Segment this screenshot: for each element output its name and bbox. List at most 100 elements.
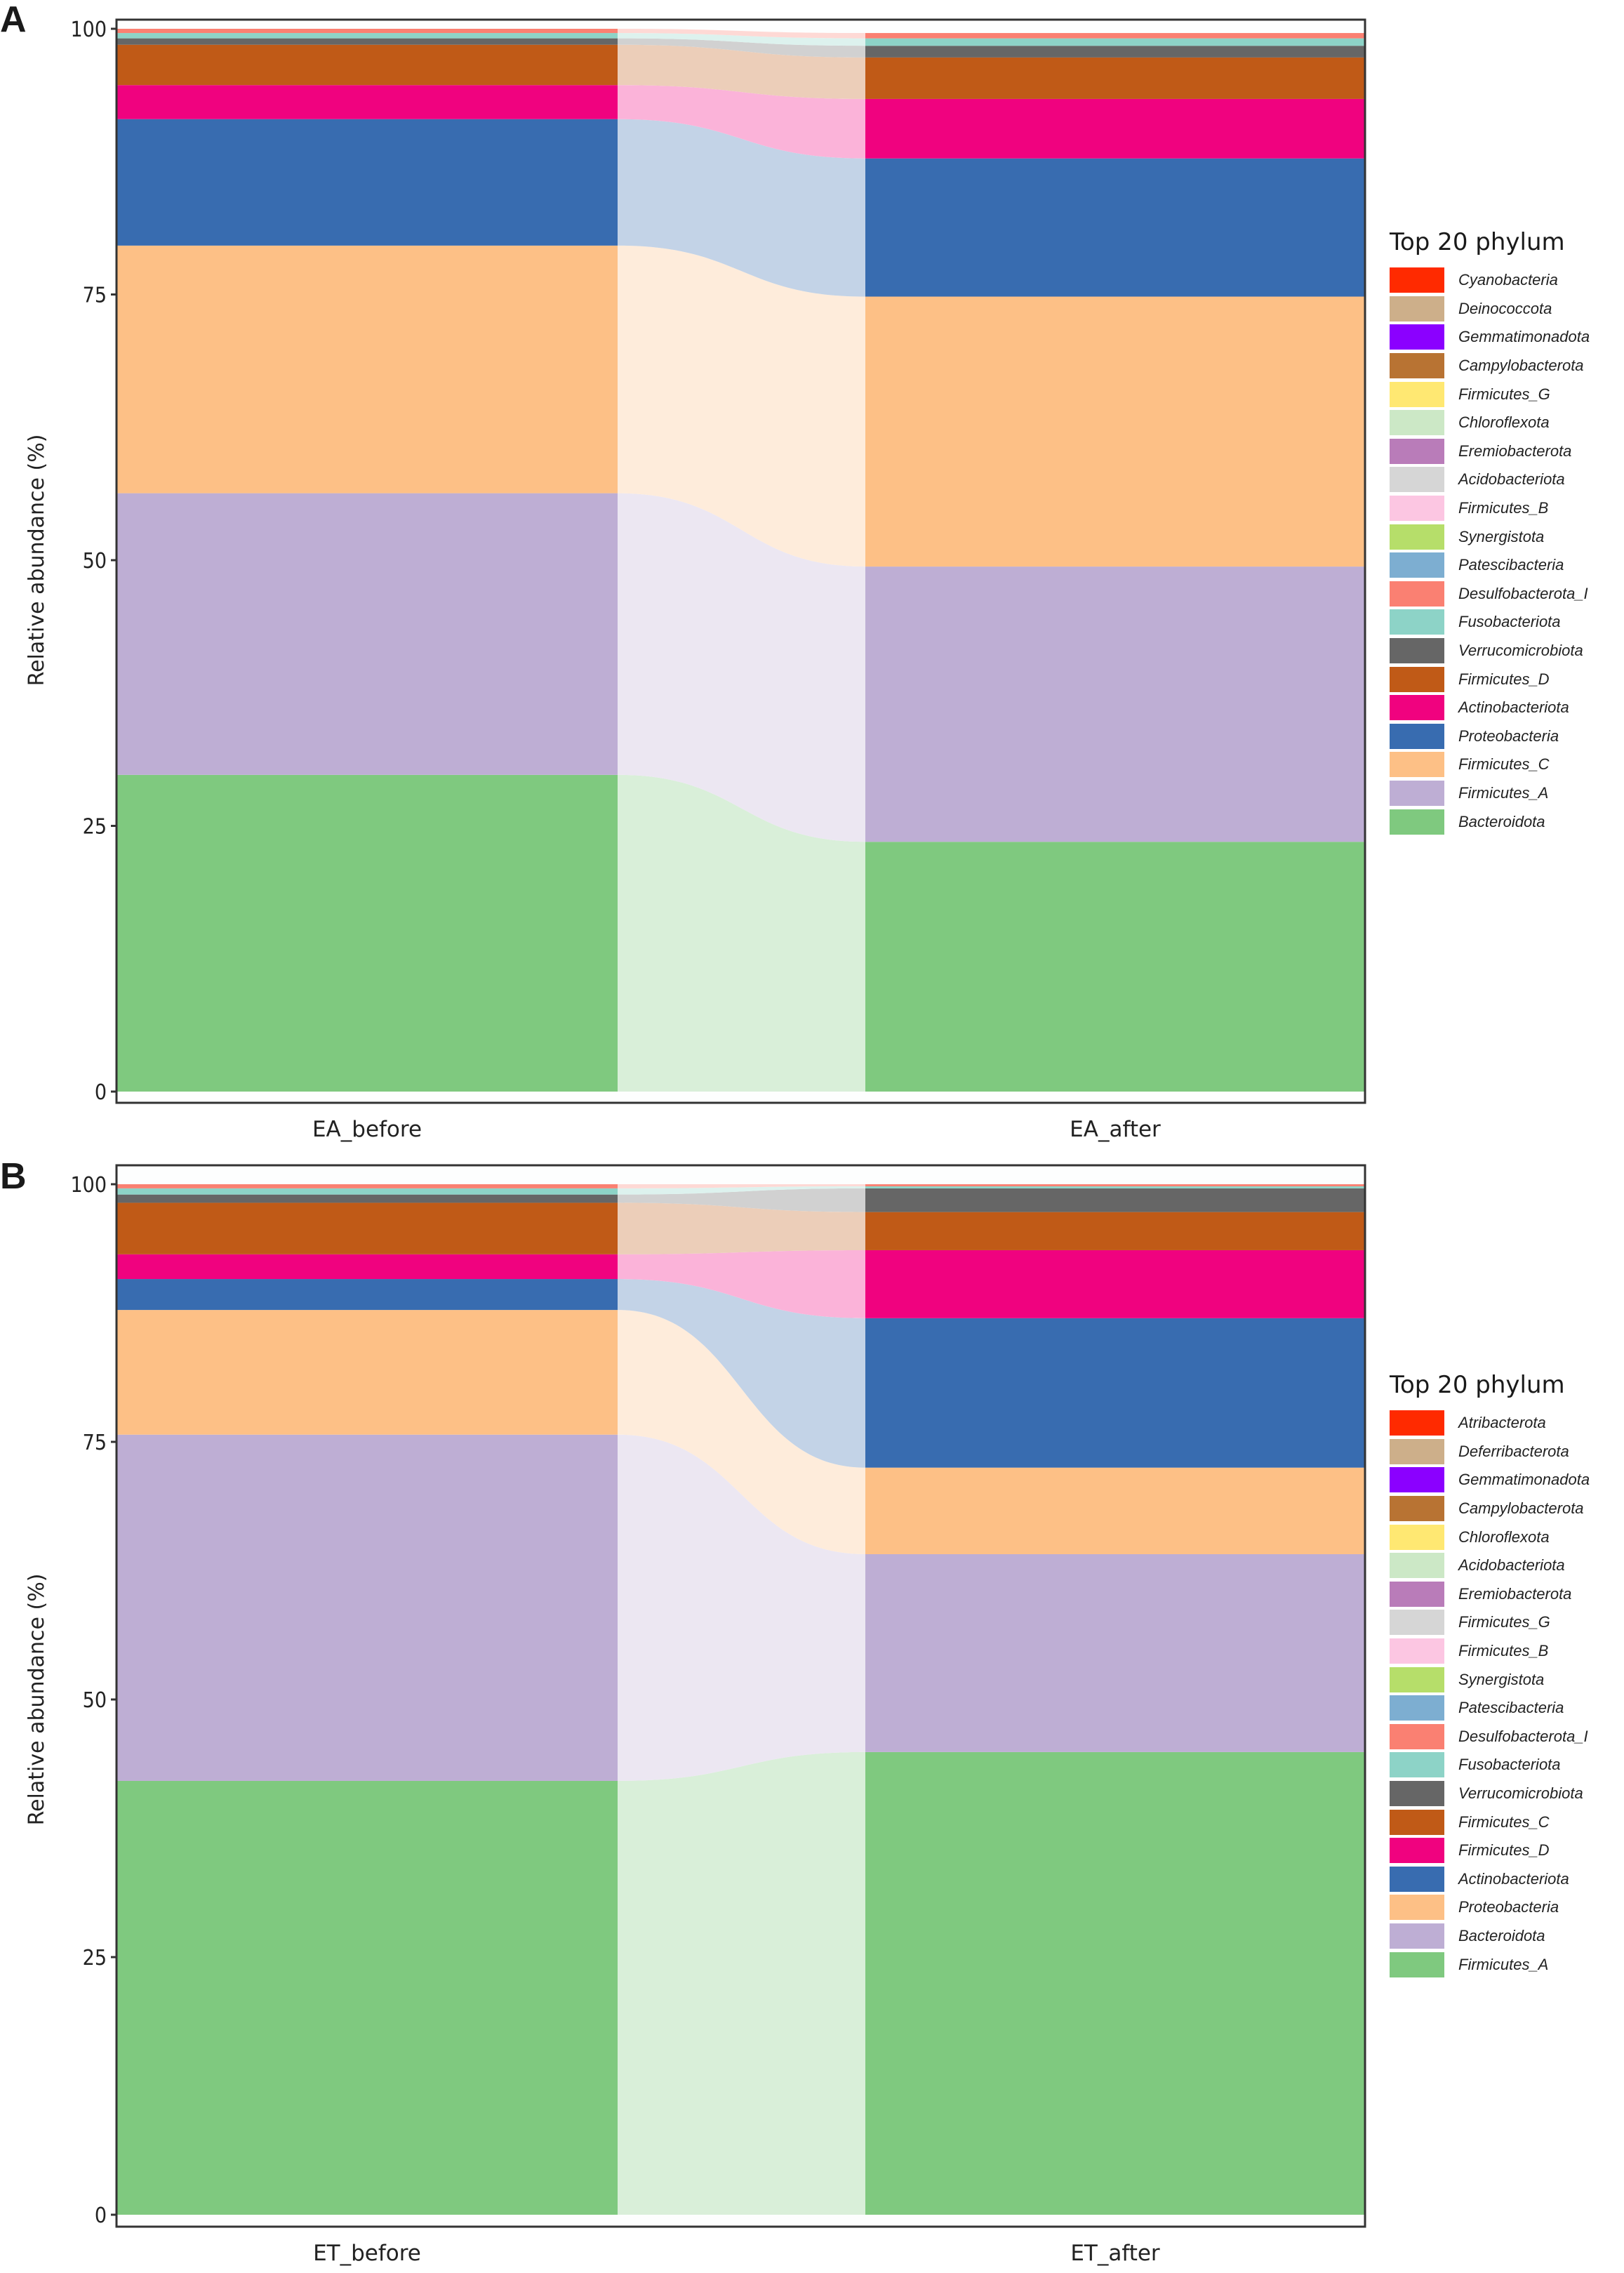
bar-segment-ea-before-actinobacteriota <box>117 85 618 119</box>
legend-label: Firmicutes_A <box>1458 1955 1549 1973</box>
legend-swatch <box>1390 410 1444 436</box>
legend-swatch <box>1390 1438 1444 1464</box>
bar-segment-et-after-firmicutes-d <box>865 1250 1365 1318</box>
legend-item-firmicutes-c: Firmicutes_C <box>1390 750 1590 779</box>
bar-segment-et-before-bacteroidota <box>117 1434 618 1781</box>
legend-item-patescibacteria: Patescibacteria <box>1390 551 1590 580</box>
legend-label: Synergistota <box>1458 1670 1545 1688</box>
panel-a: A 0 25 50 75 100 Relative abundance (%) EA_bef… <box>0 0 1590 1142</box>
legend-label: Proteobacteria <box>1458 1898 1559 1916</box>
bar-segment-ea-after-firmicutes-c <box>865 296 1365 567</box>
y-tick-label: 75 <box>83 284 107 308</box>
legend-item-fusobacteriota: Fusobacteriota <box>1390 608 1590 637</box>
bar-segment-ea-after-firmicutes-d <box>865 57 1365 99</box>
legend-label: Verrucomicrobiota <box>1458 1784 1583 1803</box>
bar-segment-ea-before-fusobacteriota <box>117 33 618 39</box>
legend-item-campylobacterota: Campylobacterota <box>1390 352 1590 380</box>
bar-segment-ea-before-bacteroidota <box>117 774 618 1092</box>
flow-firmicutes-a <box>618 1751 865 2215</box>
legend-swatch <box>1390 353 1444 379</box>
legend-item-synergistota: Synergistota <box>1390 1665 1590 1694</box>
legend-item-desulfobacterota-i: Desulfobacterota_I <box>1390 580 1590 609</box>
legend-label: Desulfobacterota_I <box>1458 584 1588 602</box>
legend-label: Synergistota <box>1458 527 1545 545</box>
bar-segment-et-after-verrucomicrobiota <box>865 1188 1365 1212</box>
legend-swatch <box>1390 809 1444 835</box>
legend-item-firmicutes-b: Firmicutes_B <box>1390 1637 1590 1666</box>
legend-label: Firmicutes_B <box>1458 1642 1549 1660</box>
legend-swatch <box>1390 695 1444 721</box>
legend-swatch <box>1390 1496 1444 1522</box>
bar-segment-et-before-firmicutes-a <box>117 1780 618 2215</box>
legend-label: Firmicutes_G <box>1458 1613 1550 1631</box>
legend-item-deferribacterota: Deferribacterota <box>1390 1438 1590 1466</box>
legend-item-verrucomicrobiota: Verrucomicrobiota <box>1390 1780 1590 1808</box>
bar-segment-ea-after-fusobacteriota <box>865 38 1365 46</box>
alluvial-chart-b: 0 25 50 75 100 Relative abundance (%) ET_befor… <box>25 1164 1366 2266</box>
bar-segment-et-after-desulfobacterota-i <box>865 1184 1365 1186</box>
legend-label: Bacteroidota <box>1458 1926 1545 1944</box>
legend-item-bacteroidota: Bacteroidota <box>1390 1922 1590 1951</box>
legend-swatch <box>1390 1809 1444 1835</box>
legend-item-campylobacterota: Campylobacterota <box>1390 1495 1590 1523</box>
panel-letter-a: A <box>0 0 27 40</box>
legend-label: Firmicutes_B <box>1458 499 1549 517</box>
bar-segment-ea-after-desulfobacterota-i <box>865 33 1365 39</box>
legend-item-firmicutes-d: Firmicutes_D <box>1390 665 1590 694</box>
legend-swatch <box>1390 752 1444 778</box>
legend-item-cyanobacteria: Cyanobacteria <box>1390 266 1590 295</box>
legend-item-fusobacteriota: Fusobacteriota <box>1390 1751 1590 1780</box>
legend-label: Fusobacteriota <box>1458 1756 1561 1774</box>
legend-label: Atribacterota <box>1458 1414 1546 1432</box>
legend-label: Acidobacteriota <box>1458 470 1565 489</box>
y-tick-label: 25 <box>83 815 107 840</box>
legend-item-gemmatimonadota: Gemmatimonadota <box>1390 323 1590 352</box>
panel-b: B 0 25 50 75 100 Relative abundance (%) ET_bef… <box>0 1137 1624 2273</box>
x-tick-label: ET_after <box>1070 2241 1160 2266</box>
legend-swatch <box>1390 1638 1444 1664</box>
legend-item-chloroflexota: Chloroflexota <box>1390 409 1590 437</box>
legend-label: Cyanobacteria <box>1458 271 1558 289</box>
legend-item-firmicutes-b: Firmicutes_B <box>1390 494 1590 523</box>
bar-segment-ea-before-verrucomicrobiota <box>117 38 618 45</box>
bar-segment-et-before-fusobacteriota <box>117 1188 618 1195</box>
legend-label: Proteobacteria <box>1458 727 1559 745</box>
legend-label: Bacteroidota <box>1458 812 1545 830</box>
y-tick-label: 0 <box>95 1080 107 1105</box>
bar-segment-ea-before-desulfobacterota-i <box>117 29 618 34</box>
legend-swatch <box>1390 296 1444 322</box>
legend-label: Campylobacterota <box>1458 1499 1584 1518</box>
legend-label: Firmicutes_G <box>1458 385 1550 403</box>
legend-swatch <box>1390 267 1444 293</box>
legend-label: Firmicutes_C <box>1458 755 1550 774</box>
legend-label: Campylobacterota <box>1458 357 1584 375</box>
legend-label: Acidobacteriota <box>1458 1556 1565 1575</box>
y-tick-label: 50 <box>83 549 107 574</box>
legend-swatch <box>1390 1467 1444 1493</box>
flow-firmicutes-a <box>618 493 865 842</box>
legend-item-deinococcota: Deinococcota <box>1390 295 1590 324</box>
bar-segment-et-before-actinobacteriota <box>117 1279 618 1311</box>
legend-swatch <box>1390 1923 1444 1949</box>
legend-item-firmicutes-g: Firmicutes_G <box>1390 1608 1590 1637</box>
legend-swatch <box>1390 1723 1444 1749</box>
flow-bacteroidota <box>618 774 865 1092</box>
legend-item-acidobacteriota: Acidobacteriota <box>1390 465 1590 494</box>
bar-segment-ea-before-firmicutes-d <box>117 44 618 86</box>
bar-segment-ea-after-firmicutes-a <box>865 566 1365 842</box>
y-tick-label: 75 <box>83 1431 107 1455</box>
legend-swatch <box>1390 1866 1444 1892</box>
flow-desulfobacterota-i <box>618 1184 865 1188</box>
legend-label: Firmicutes_C <box>1458 1813 1550 1831</box>
x-tick-label: EA_before <box>312 1117 422 1142</box>
legend-item-desulfobacterota-i: Desulfobacterota_I <box>1390 1723 1590 1751</box>
legend-item-proteobacteria: Proteobacteria <box>1390 1893 1590 1922</box>
y-tick-label: 100 <box>70 1173 107 1198</box>
legend-item-actinobacteriota: Actinobacteriota <box>1390 1865 1590 1894</box>
legend-item-patescibacteria: Patescibacteria <box>1390 1694 1590 1723</box>
legend-label: Desulfobacterota_I <box>1458 1727 1588 1745</box>
legend-swatch <box>1390 1410 1444 1436</box>
bar-segment-et-after-actinobacteriota <box>865 1318 1365 1468</box>
legend-label: Actinobacteriota <box>1458 1869 1569 1888</box>
flow-verrucomicrobiota <box>618 38 865 58</box>
